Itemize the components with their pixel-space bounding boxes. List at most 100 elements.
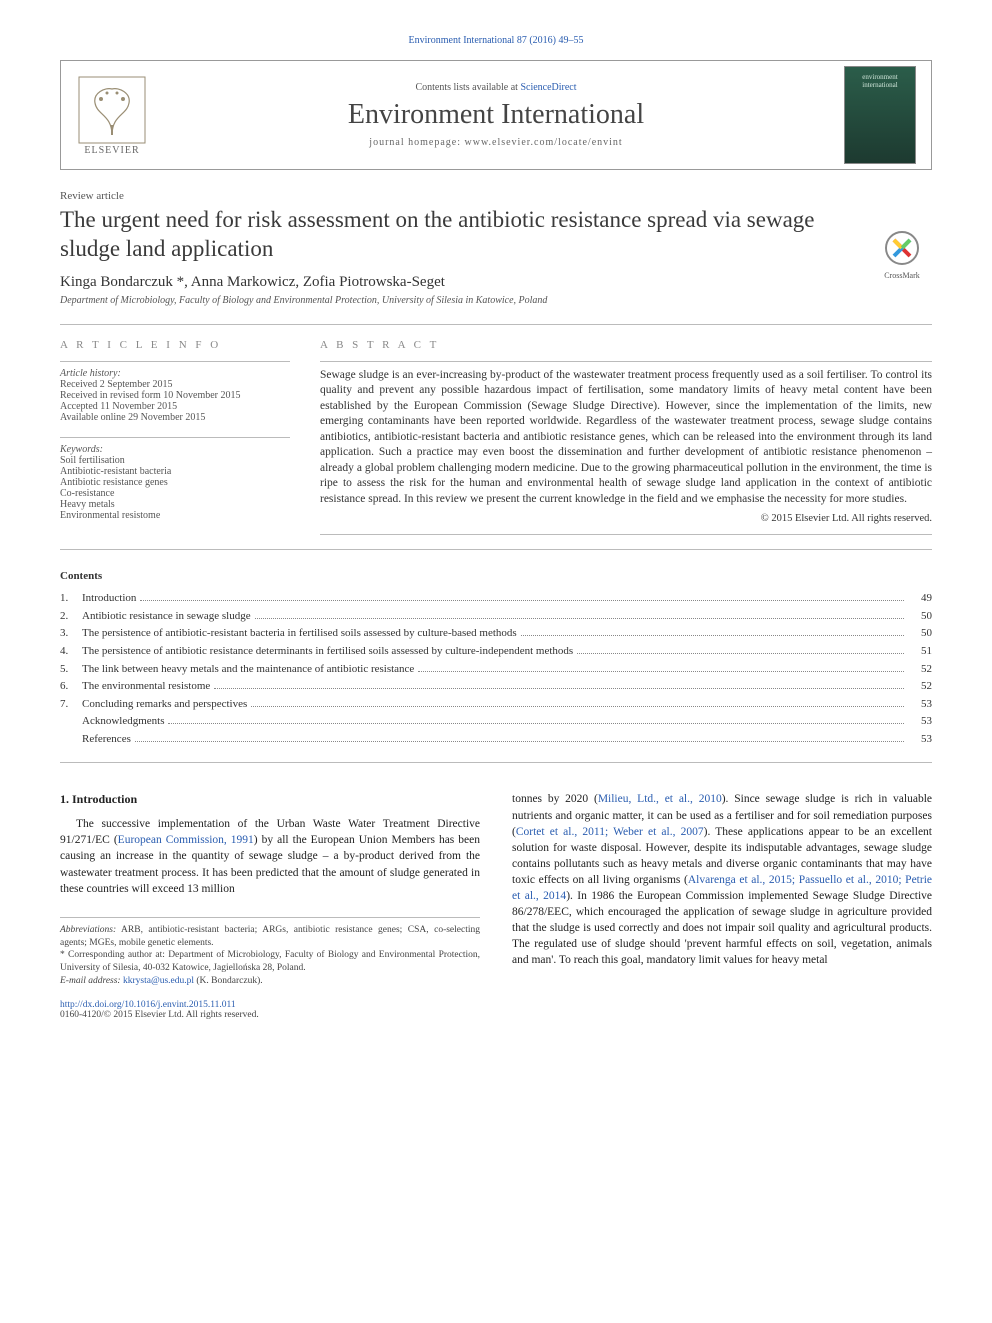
divider <box>60 437 290 438</box>
toc-label: Concluding remarks and perspectives <box>82 696 247 714</box>
history-online: Available online 29 November 2015 <box>60 412 290 423</box>
body-text: ). In 1986 the European Commission imple… <box>512 890 932 966</box>
table-of-contents: 1. Introduction 49 2. Antibiotic resista… <box>60 590 932 748</box>
footnotes: Abbreviations: ARB, antibiotic-resistant… <box>60 917 480 988</box>
toc-num: 3. <box>60 625 82 643</box>
abstract-copyright: © 2015 Elsevier Ltd. All rights reserved… <box>320 513 932 524</box>
citation-link[interactable]: European Commission, 1991 <box>118 834 254 846</box>
toc-page: 53 <box>908 713 932 731</box>
sciencedirect-link[interactable]: ScienceDirect <box>520 82 576 93</box>
keyword: Heavy metals <box>60 499 290 510</box>
citation-link[interactable]: Cortet et al., 2011; Weber et al., 2007 <box>516 826 704 838</box>
toc-label: Acknowledgments <box>82 713 164 731</box>
keyword: Environmental resistome <box>60 510 290 521</box>
toc-dots <box>214 678 904 689</box>
contents-available-text: Contents lists available at <box>415 82 517 93</box>
publisher-logo: ELSEVIER <box>77 70 147 160</box>
toc-page: 52 <box>908 678 932 696</box>
history-revised: Received in revised form 10 November 201… <box>60 390 290 401</box>
divider <box>320 534 932 535</box>
toc-row[interactable]: 3. The persistence of antibiotic-resista… <box>60 625 932 643</box>
toc-row[interactable]: 4. The persistence of antibiotic resista… <box>60 643 932 661</box>
corresponding-author: * Corresponding author at: Department of… <box>60 949 480 975</box>
toc-num: 6. <box>60 678 82 696</box>
toc-num: 5. <box>60 661 82 679</box>
toc-page: 49 <box>908 590 932 608</box>
body-columns: 1. Introduction The successive implement… <box>60 791 932 987</box>
crossmark-label: CrossMark <box>872 271 932 280</box>
crossmark-icon <box>884 230 920 266</box>
toc-dots <box>577 643 904 654</box>
toc-label: The persistence of antibiotic-resistant … <box>82 625 517 643</box>
toc-page: 51 <box>908 643 932 661</box>
cover-text-bottom: international <box>862 81 897 89</box>
history-label: Article history: <box>60 368 290 379</box>
toc-row[interactable]: 1. Introduction 49 <box>60 590 932 608</box>
keyword: Co-resistance <box>60 488 290 499</box>
section-heading: 1. Introduction <box>60 791 480 808</box>
affiliation: Department of Microbiology, Faculty of B… <box>60 295 932 306</box>
authors: Kinga Bondarczuk *, Anna Markowicz, Zofi… <box>60 274 932 291</box>
toc-num: 1. <box>60 590 82 608</box>
toc-label: References <box>82 731 131 749</box>
history-accepted: Accepted 11 November 2015 <box>60 401 290 412</box>
toc-dots <box>255 608 904 619</box>
masthead-center: Contents lists available at ScienceDirec… <box>147 82 845 148</box>
divider <box>60 361 290 362</box>
abstract-column: A B S T R A C T Sewage sludge is an ever… <box>320 339 932 536</box>
keyword: Soil fertilisation <box>60 455 290 466</box>
journal-cover-thumbnail: environment international <box>845 67 915 163</box>
journal-citation-link[interactable]: Environment International 87 (2016) 49–5… <box>409 35 584 46</box>
divider <box>320 361 932 362</box>
body-paragraph: The successive implementation of the Urb… <box>60 816 480 896</box>
crossmark-badge[interactable]: CrossMark <box>872 230 932 280</box>
toc-dots <box>251 696 904 707</box>
abbreviations: Abbreviations: ARB, antibiotic-resistant… <box>60 924 480 950</box>
keyword: Antibiotic resistance genes <box>60 477 290 488</box>
toc-page: 50 <box>908 608 932 626</box>
toc-num: 2. <box>60 608 82 626</box>
abbrev-label: Abbreviations: <box>60 925 116 935</box>
toc-row[interactable]: References 53 <box>60 731 932 749</box>
article-title: The urgent need for risk assessment on t… <box>60 206 932 264</box>
authors-text: Kinga Bondarczuk *, Anna Markowicz, Zofi… <box>60 274 445 290</box>
doi-link[interactable]: http://dx.doi.org/10.1016/j.envint.2015.… <box>60 1000 932 1010</box>
page-root: Environment International 87 (2016) 49–5… <box>0 0 992 1070</box>
top-citation: Environment International 87 (2016) 49–5… <box>60 30 932 48</box>
email-link[interactable]: kkrysta@us.edu.pl <box>121 976 194 986</box>
toc-num: 7. <box>60 696 82 714</box>
toc-num <box>60 713 82 731</box>
toc-num: 4. <box>60 643 82 661</box>
toc-label: The link between heavy metals and the ma… <box>82 661 414 679</box>
toc-dots <box>418 661 904 672</box>
publisher-label: ELSEVIER <box>84 145 139 156</box>
history-received: Received 2 September 2015 <box>60 379 290 390</box>
toc-label: Introduction <box>82 590 136 608</box>
toc-dots <box>168 713 904 724</box>
email-label: E-mail address: <box>60 976 121 986</box>
cover-text-top: environment <box>862 73 897 81</box>
keywords-block: Keywords: Soil fertilisation Antibiotic-… <box>60 444 290 521</box>
abstract-text: Sewage sludge is an ever-increasing by-p… <box>320 368 932 508</box>
toc-label: Antibiotic resistance in sewage sludge <box>82 608 251 626</box>
email-tail: (K. Bondarczuk). <box>194 976 263 986</box>
toc-label: The environmental resistome <box>82 678 210 696</box>
contents-heading: Contents <box>60 570 932 582</box>
toc-dots <box>135 731 904 742</box>
toc-page: 53 <box>908 731 932 749</box>
toc-page: 53 <box>908 696 932 714</box>
toc-row[interactable]: Acknowledgments 53 <box>60 713 932 731</box>
abstract-heading: A B S T R A C T <box>320 339 932 351</box>
article-info-heading: A R T I C L E I N F O <box>60 339 290 351</box>
toc-row[interactable]: 6. The environmental resistome 52 <box>60 678 932 696</box>
citation-link[interactable]: Milieu, Ltd., et al., 2010 <box>598 793 722 805</box>
toc-row[interactable]: 7. Concluding remarks and perspectives 5… <box>60 696 932 714</box>
keyword: Antibiotic-resistant bacteria <box>60 466 290 477</box>
toc-row[interactable]: 2. Antibiotic resistance in sewage sludg… <box>60 608 932 626</box>
divider <box>60 549 932 550</box>
toc-row[interactable]: 5. The link between heavy metals and the… <box>60 661 932 679</box>
body-right-column: tonnes by 2020 (Milieu, Ltd., et al., 20… <box>512 791 932 987</box>
journal-homepage: journal homepage: www.elsevier.com/locat… <box>147 137 845 148</box>
divider <box>60 762 932 763</box>
body-text: tonnes by 2020 ( <box>512 793 598 805</box>
